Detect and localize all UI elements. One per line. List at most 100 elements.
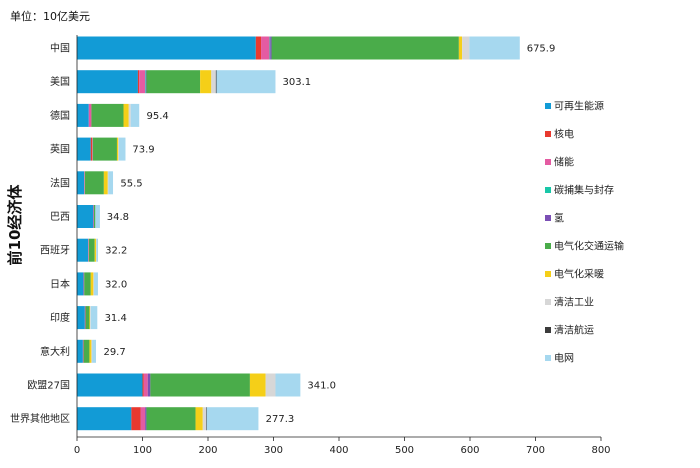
legend-item-label: 储能 bbox=[554, 156, 574, 169]
bar-segment bbox=[77, 339, 83, 363]
bar-segment bbox=[249, 373, 266, 397]
total-value-label: 55.5 bbox=[120, 178, 142, 189]
y-axis-label: 前10经济体 bbox=[6, 184, 24, 266]
bar-segment bbox=[84, 171, 104, 195]
bar-segment bbox=[146, 70, 201, 94]
bar-segment bbox=[94, 272, 98, 296]
x-tick-label: 100 bbox=[133, 445, 152, 456]
bar-segment bbox=[90, 272, 94, 296]
total-value-label: 95.4 bbox=[146, 111, 168, 122]
bar-segment bbox=[216, 70, 276, 94]
bar-segment bbox=[265, 373, 276, 397]
total-value-label: 31.4 bbox=[105, 313, 127, 324]
x-tick-label: 400 bbox=[329, 445, 348, 456]
bar-segment bbox=[77, 171, 85, 195]
bar-segment bbox=[195, 407, 203, 431]
bar-segment bbox=[140, 407, 146, 431]
x-tick-label: 300 bbox=[264, 445, 283, 456]
bar-segment bbox=[88, 103, 92, 127]
bar-segment bbox=[462, 36, 470, 60]
bar-segment bbox=[95, 238, 97, 262]
category-label: 德国 bbox=[50, 109, 70, 122]
legend-swatch bbox=[545, 327, 551, 333]
bar-segment bbox=[91, 339, 93, 363]
legend-item-label: 电气化采暖 bbox=[554, 268, 604, 281]
legend-item-label: 碳捕集与封存 bbox=[554, 184, 614, 197]
bar-segment bbox=[83, 339, 90, 363]
category-label: 英国 bbox=[50, 143, 70, 156]
bar-segment bbox=[83, 272, 85, 296]
bar-segment bbox=[206, 407, 207, 431]
category-label: 中国 bbox=[50, 42, 70, 55]
x-tick-label: 500 bbox=[395, 445, 414, 456]
bar-segment bbox=[77, 238, 89, 262]
bar-segment bbox=[150, 373, 250, 397]
bars-layer bbox=[77, 36, 520, 431]
bar-segment bbox=[206, 407, 259, 431]
bar-segment bbox=[77, 70, 138, 94]
bar-segment bbox=[77, 137, 91, 161]
total-value-label: 32.0 bbox=[105, 279, 127, 290]
bar-segment bbox=[145, 70, 146, 94]
legend-swatch bbox=[545, 187, 551, 193]
bar-segment bbox=[200, 70, 212, 94]
legend-item-label: 电气化交通运输 bbox=[554, 240, 624, 253]
bar-segment bbox=[96, 238, 98, 262]
bar-segment bbox=[145, 407, 147, 431]
total-value-label: 277.3 bbox=[266, 414, 295, 425]
total-value-label: 34.8 bbox=[107, 212, 129, 223]
bar-segment bbox=[90, 306, 91, 330]
bar-segment bbox=[269, 36, 271, 60]
bar-segment bbox=[116, 137, 119, 161]
bar-segment bbox=[77, 373, 143, 397]
bar-segment bbox=[90, 306, 98, 330]
bar-segment bbox=[93, 272, 95, 296]
legend-swatch bbox=[545, 299, 551, 305]
bar-segment bbox=[77, 103, 89, 127]
bar-segment bbox=[89, 339, 92, 363]
bar-segment bbox=[458, 36, 463, 60]
bar-segment bbox=[137, 70, 140, 94]
bar-segment bbox=[202, 407, 207, 431]
bar-segment bbox=[255, 36, 262, 60]
x-tick-label: 700 bbox=[526, 445, 545, 456]
total-value-label: 73.9 bbox=[132, 145, 154, 156]
bar-segment bbox=[123, 103, 129, 127]
x-tick-label: 800 bbox=[591, 445, 610, 456]
bar-segment bbox=[95, 205, 100, 228]
bar-segment bbox=[128, 103, 131, 127]
category-label: 西班牙 bbox=[40, 245, 70, 257]
bar-segment bbox=[77, 272, 84, 296]
category-label: 巴西 bbox=[50, 211, 70, 223]
category-label: 印度 bbox=[50, 311, 70, 324]
bar-segment bbox=[84, 171, 85, 195]
legend-swatch bbox=[545, 243, 551, 249]
total-value-label: 29.7 bbox=[103, 347, 125, 358]
bar-segment bbox=[271, 36, 459, 60]
bar-segment bbox=[77, 36, 256, 60]
legend-item-label: 可再生能源 bbox=[554, 100, 604, 113]
bar-segment bbox=[92, 137, 93, 161]
bar-segment bbox=[89, 306, 91, 330]
bar-segment bbox=[118, 137, 126, 161]
bar-segment bbox=[118, 137, 119, 161]
bar-segment bbox=[92, 137, 117, 161]
legend-swatch bbox=[545, 215, 551, 221]
category-label: 世界其他地区 bbox=[10, 412, 70, 425]
bar-segment bbox=[108, 171, 114, 195]
legend-item-label: 氢 bbox=[554, 212, 564, 225]
bar-segment bbox=[84, 272, 91, 296]
bar-segment bbox=[92, 339, 96, 363]
bar-segment bbox=[103, 171, 108, 195]
bar-segment bbox=[270, 36, 272, 60]
legend-swatch bbox=[545, 271, 551, 277]
bar-segment bbox=[211, 70, 216, 94]
bar-segment bbox=[146, 407, 196, 431]
bar-segment bbox=[88, 238, 89, 262]
legend-swatch bbox=[545, 103, 551, 109]
unit-label: 单位：10亿美元 bbox=[10, 10, 90, 23]
category-label: 欧盟27国 bbox=[27, 380, 70, 392]
x-tick-label: 200 bbox=[198, 445, 217, 456]
